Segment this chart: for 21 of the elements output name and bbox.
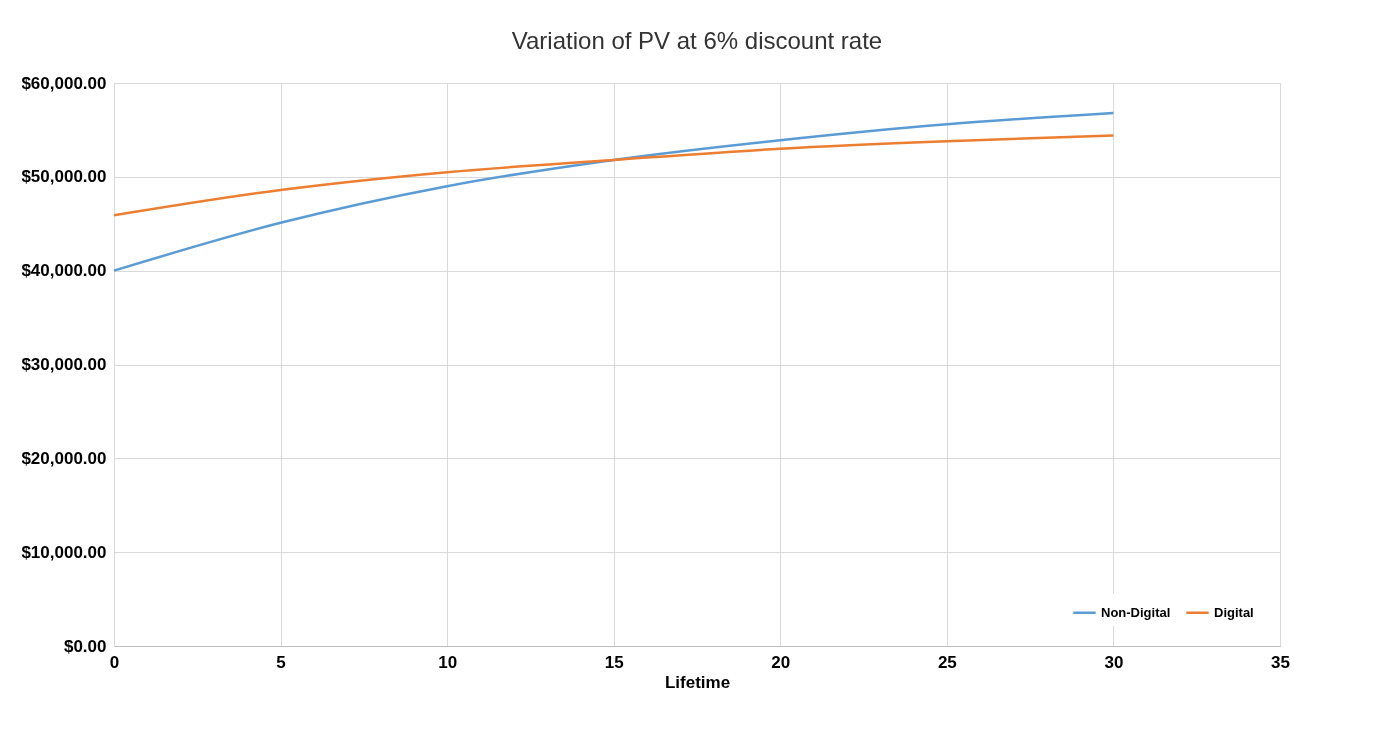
x-tick-label: 10 bbox=[438, 652, 458, 672]
y-tick-label: $40,000.00 bbox=[21, 261, 107, 281]
x-tick-label: 15 bbox=[604, 652, 624, 672]
x-tick-label: 0 bbox=[109, 652, 120, 672]
x-tick-label: 25 bbox=[937, 652, 957, 672]
y-tick-label: $60,000.00 bbox=[21, 73, 107, 93]
y-tick-label: $30,000.00 bbox=[21, 355, 107, 374]
legend-label: Digital bbox=[1214, 604, 1254, 620]
line-series bbox=[112, 134, 1115, 217]
y-tick-label: $50,000.00 bbox=[21, 167, 107, 187]
x-tick-label: 30 bbox=[1104, 652, 1124, 672]
x-tick-label: 20 bbox=[771, 652, 791, 672]
x-tick-label: 35 bbox=[1271, 652, 1290, 672]
y-tick-label: $10,000.00 bbox=[21, 542, 107, 562]
x-tick-label: 5 bbox=[276, 652, 286, 672]
x-axis-title: Lifetime bbox=[664, 672, 731, 692]
line-series bbox=[112, 111, 1115, 272]
y-tick-label: $20,000.00 bbox=[21, 448, 107, 468]
chart-title: Variation of PV at 6% discount rate bbox=[511, 27, 883, 54]
legend-label: Non-Digital bbox=[1101, 604, 1171, 620]
y-tick-label: $0.00 bbox=[63, 636, 107, 656]
